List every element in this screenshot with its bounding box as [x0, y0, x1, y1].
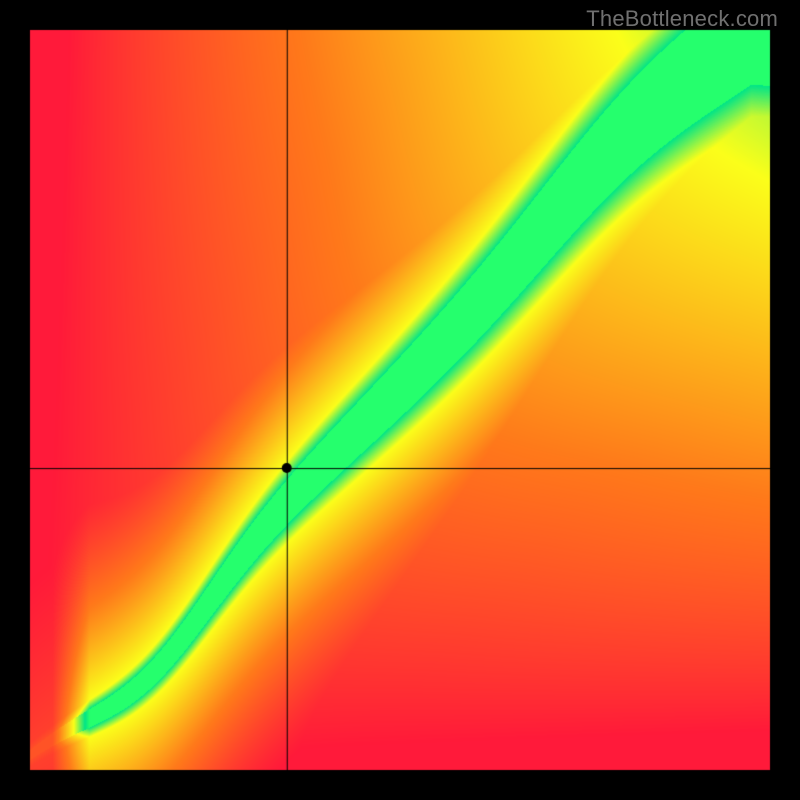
bottleneck-heatmap [0, 0, 800, 800]
watermark-text: TheBottleneck.com [586, 6, 778, 32]
chart-container: TheBottleneck.com [0, 0, 800, 800]
